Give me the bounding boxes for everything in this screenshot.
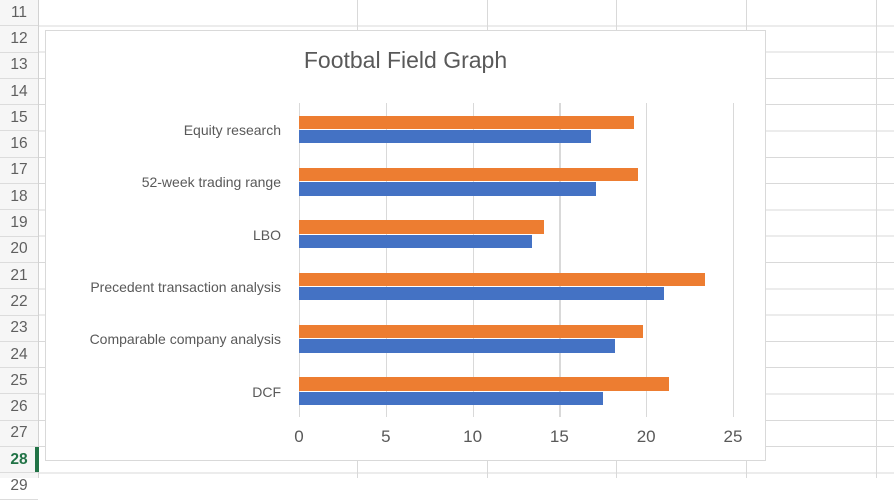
row-header-15[interactable]: 15 — [0, 105, 38, 132]
x-axis-tick-label: 15 — [549, 427, 569, 446]
x-axis-tick-label: 10 — [463, 427, 483, 446]
row-header: 11 12 13 14 15 16 17 18 19 20 21 22 23 24 25 26 27 28 29 — [0, 0, 39, 500]
row-header-11[interactable]: 11 — [0, 0, 38, 27]
category-label: Precedent transaction analysis — [90, 279, 281, 296]
orange-series-bar[interactable] — [299, 325, 643, 339]
row-header-19[interactable]: 19 — [0, 210, 38, 237]
category-label: Equity research — [183, 122, 281, 139]
chart-gridline — [299, 103, 301, 417]
row-header-23[interactable]: 23 — [0, 316, 38, 342]
row-header-14[interactable]: 14 — [0, 79, 38, 106]
selected-row-indicator — [34, 447, 39, 473]
orange-series-bar[interactable] — [299, 115, 635, 129]
column-border — [876, 0, 877, 478]
chart-gridline — [733, 103, 735, 417]
row-header-17[interactable]: 17 — [0, 158, 38, 185]
orange-series-bar[interactable] — [299, 220, 544, 234]
chart-gridline — [559, 103, 561, 417]
row-header-25[interactable]: 25 — [0, 368, 38, 395]
chart-title[interactable]: Footbal Field Graph — [303, 47, 508, 73]
chart-container[interactable]: Footbal Field Graph 0 5 10 15 20 25 Equity res… — [45, 30, 766, 461]
row-header-26[interactable]: 26 — [0, 394, 38, 421]
row-header-27[interactable]: 27 — [0, 421, 38, 448]
category-label: DCF — [252, 383, 281, 400]
row-header-22[interactable]: 22 — [0, 289, 38, 316]
row-header-29[interactable]: 29 — [0, 473, 38, 500]
blue-series-bar[interactable] — [299, 130, 591, 144]
orange-series-bar[interactable] — [299, 272, 706, 286]
row-header-18[interactable]: 18 — [0, 184, 38, 211]
row-header-20[interactable]: 20 — [0, 237, 38, 263]
chart-gridline — [472, 103, 474, 417]
orange-series-bar[interactable] — [299, 168, 638, 182]
x-axis-tick-label: 25 — [723, 427, 743, 446]
chart-gridline — [385, 103, 388, 417]
row-header-24[interactable]: 24 — [0, 342, 38, 369]
row-header-16[interactable]: 16 — [0, 131, 38, 158]
plot-area: 0 5 10 15 20 25 Equity research 52-week trading… — [46, 31, 765, 460]
chart-gridline — [646, 103, 648, 417]
blue-series-bar[interactable] — [299, 339, 615, 353]
row-header-12[interactable]: 12 — [0, 26, 38, 53]
blue-series-bar[interactable] — [299, 286, 664, 301]
x-axis-tick-label: 20 — [636, 427, 656, 446]
x-axis-tick-label: 0 — [294, 427, 304, 446]
category-label: 52-week trading range — [141, 174, 281, 191]
blue-series-bar[interactable] — [299, 234, 532, 248]
orange-series-bar[interactable] — [299, 377, 669, 391]
blue-series-bar[interactable] — [299, 182, 596, 196]
row-header-13[interactable]: 13 — [0, 53, 38, 79]
category-label: LBO — [252, 226, 281, 243]
row-header-28[interactable]: 28 — [0, 447, 39, 474]
blue-series-bar[interactable] — [299, 391, 603, 405]
category-label: Comparable company analysis — [89, 331, 281, 348]
row-header-21[interactable]: 21 — [0, 263, 38, 290]
x-axis-tick-label: 5 — [381, 427, 391, 446]
